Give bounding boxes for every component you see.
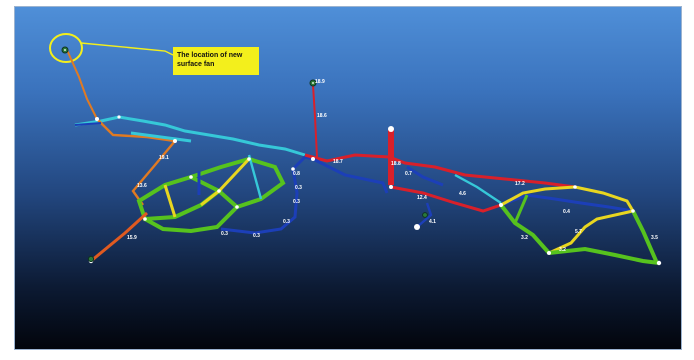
fan-shaft-airway bbox=[66, 49, 98, 120]
airflow-label: 18.8 bbox=[391, 161, 401, 167]
airflow-label: 3.2 bbox=[559, 247, 566, 253]
airway-segment bbox=[220, 168, 299, 235]
airflow-label: 0.3 bbox=[293, 199, 300, 205]
airflow-label: 0.3 bbox=[221, 231, 228, 237]
node-dot[interactable] bbox=[573, 185, 577, 189]
airway-segment bbox=[500, 193, 634, 213]
airway-segment bbox=[163, 184, 177, 218]
node-dot[interactable] bbox=[291, 167, 295, 171]
airflow-label: 0.8 bbox=[293, 171, 300, 177]
airway-segment bbox=[74, 122, 102, 126]
airway-segment bbox=[144, 205, 239, 234]
node-dot[interactable] bbox=[631, 209, 635, 213]
airflow-label: 12.4 bbox=[417, 195, 427, 201]
airway-segment bbox=[513, 194, 529, 224]
airway-segment bbox=[90, 211, 149, 263]
airflow-label: 4.1 bbox=[429, 219, 436, 225]
node-dot[interactable] bbox=[389, 185, 393, 189]
airflow-label: 15.9 bbox=[127, 235, 137, 241]
fan-icon[interactable] bbox=[309, 79, 317, 87]
airflow-label: 0.3 bbox=[283, 219, 290, 225]
node-dot[interactable] bbox=[143, 217, 147, 221]
airway-segment bbox=[574, 185, 635, 212]
airway-segment bbox=[74, 115, 306, 157]
airway-segment bbox=[499, 203, 551, 255]
airway-segment bbox=[96, 118, 176, 143]
airflow-label: 0.7 bbox=[405, 171, 412, 177]
airway-segment bbox=[548, 246, 660, 265]
3d-network-viewport[interactable]: 19.1 18.6 18.7 18.8 18.9 15.9 13.6 12.4 … bbox=[14, 6, 682, 350]
callout-leader-line bbox=[80, 42, 174, 56]
fan-icon[interactable] bbox=[87, 255, 95, 263]
airway-segment bbox=[631, 210, 659, 264]
airflow-label: 18.7 bbox=[333, 159, 343, 165]
airway-segment bbox=[291, 155, 314, 171]
airway-segment bbox=[454, 173, 502, 204]
node-dot[interactable] bbox=[547, 251, 551, 255]
airflow-label: 13.6 bbox=[137, 183, 147, 189]
node-dot[interactable] bbox=[217, 189, 221, 193]
airway-segment bbox=[406, 165, 444, 187]
airway-segment bbox=[304, 153, 576, 189]
airway-segment bbox=[500, 185, 576, 207]
airflow-label: 4.6 bbox=[459, 191, 466, 197]
airflow-label: 17.2 bbox=[515, 181, 525, 187]
airway-segment bbox=[247, 154, 263, 200]
airflow-label: 5.7 bbox=[575, 229, 582, 235]
airflow-label: 18.6 bbox=[317, 113, 327, 119]
airway-segment bbox=[130, 131, 192, 143]
node-dot[interactable] bbox=[311, 157, 315, 161]
fan-icon[interactable] bbox=[61, 46, 69, 54]
node-dot[interactable] bbox=[656, 260, 662, 266]
node-dot[interactable] bbox=[247, 157, 251, 161]
node-dot[interactable] bbox=[173, 139, 177, 143]
node-dot[interactable] bbox=[235, 205, 239, 209]
airway-segment bbox=[390, 185, 502, 213]
node-dot[interactable] bbox=[117, 115, 121, 119]
airway-segment bbox=[416, 202, 433, 228]
airway-segment bbox=[136, 174, 223, 222]
fan-location-ring bbox=[49, 33, 83, 63]
fan-location-callout: The location of new surface fan bbox=[173, 47, 259, 75]
node-dot[interactable] bbox=[414, 224, 420, 230]
node-dot[interactable] bbox=[499, 203, 503, 207]
airflow-label: 0.3 bbox=[253, 233, 260, 239]
airway-segment bbox=[548, 209, 634, 255]
airflow-label: 0.3 bbox=[295, 185, 302, 191]
airflow-label: 0.4 bbox=[563, 209, 570, 215]
airway-segment bbox=[312, 84, 318, 158]
node-dot[interactable] bbox=[95, 117, 99, 121]
node-dot[interactable] bbox=[189, 175, 193, 179]
airflow-label: 18.9 bbox=[315, 79, 325, 85]
airflow-label: 19.1 bbox=[159, 155, 169, 161]
airway-segment bbox=[312, 157, 389, 194]
ventilation-network-diagram: 19.1 18.6 18.7 18.8 18.9 15.9 13.6 12.4 … bbox=[49, 33, 662, 266]
node-dot[interactable] bbox=[388, 126, 394, 132]
airflow-label: 3.5 bbox=[651, 235, 658, 241]
airway-segment bbox=[190, 156, 286, 210]
airway-segment bbox=[131, 140, 176, 206]
airflow-label: 3.2 bbox=[521, 235, 528, 241]
fan-icon[interactable] bbox=[422, 212, 428, 218]
callout-text: The location of new surface fan bbox=[177, 52, 243, 68]
